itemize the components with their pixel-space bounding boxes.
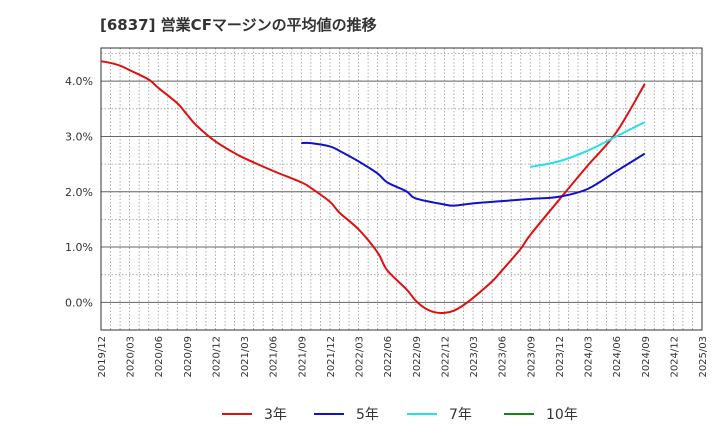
x-tick-label: 2024/06 [612, 336, 623, 378]
x-tick-label: 2024/03 [584, 336, 595, 378]
x-tick-label: 2020/12 [211, 336, 222, 378]
x-tick-label: 2022/06 [383, 336, 394, 378]
x-tick-label: 2021/09 [297, 336, 308, 378]
x-tick-label: 2020/06 [154, 336, 165, 378]
legend-label: 7年 [449, 407, 472, 423]
x-tick-label: 2022/09 [412, 336, 423, 378]
legend-label: 5年 [356, 407, 379, 423]
x-tick-label: 2024/12 [669, 336, 680, 378]
y-tick-label: 4.0% [65, 75, 93, 88]
x-tick-label: 2023/09 [526, 336, 537, 378]
x-tick-label: 2020/09 [183, 336, 194, 378]
x-tick-label: 2024/09 [641, 336, 652, 378]
series-line-3年 [100, 60, 646, 314]
y-tick-label: 0.0% [65, 296, 93, 309]
chart-title: [6837] 営業CFマージンの平均値の推移 [100, 16, 377, 34]
x-tick-label: 2019/12 [97, 336, 108, 378]
legend: 3年 5年 7年 10年 [222, 407, 578, 423]
y-tick-label: 2.0% [65, 186, 93, 199]
y-tick-label: 3.0% [65, 130, 93, 143]
series-line-7年 [530, 121, 646, 168]
x-tick-label: 2020/03 [126, 336, 137, 378]
grid-lines [100, 48, 703, 330]
plot-border [100, 47, 703, 331]
x-axis: 2019/12 2020/03 2020/06 2020/09 2020/12 2021/… [97, 336, 709, 378]
x-tick-label: 2021/12 [326, 336, 337, 378]
x-tick-label: 2023/06 [498, 336, 509, 378]
x-tick-label: 2022/12 [440, 336, 451, 378]
x-tick-label: 2023/03 [469, 336, 480, 378]
series-lines [100, 60, 646, 314]
legend-label: 3年 [264, 407, 287, 423]
x-tick-label: 2025/03 [698, 336, 709, 378]
x-tick-label: 2021/06 [269, 336, 280, 378]
legend-label: 10年 [546, 407, 578, 423]
series-line-5年 [301, 141, 646, 207]
y-tick-label: 1.0% [65, 241, 93, 254]
y-axis: 0.0% 1.0% 2.0% 3.0% 4.0% [65, 75, 93, 309]
plot-area [100, 47, 703, 331]
x-tick-label: 2021/03 [240, 336, 251, 378]
x-tick-label: 2023/12 [555, 336, 566, 378]
x-tick-label: 2022/03 [355, 336, 366, 378]
